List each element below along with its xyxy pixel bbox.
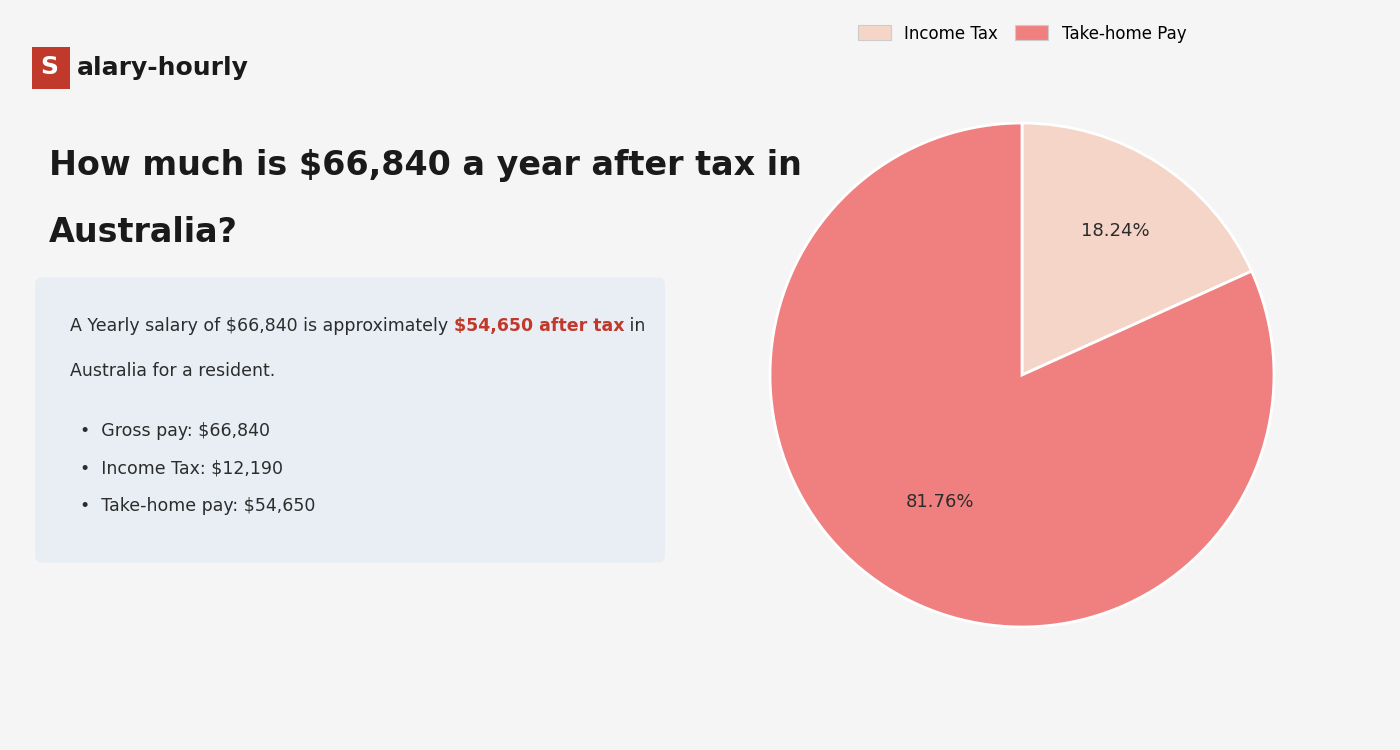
- Text: $54,650 after tax: $54,650 after tax: [454, 317, 624, 335]
- Text: S: S: [41, 56, 57, 80]
- Text: How much is $66,840 a year after tax in: How much is $66,840 a year after tax in: [49, 148, 802, 182]
- Wedge shape: [1022, 123, 1252, 375]
- Text: Australia for a resident.: Australia for a resident.: [70, 362, 276, 380]
- Text: Australia?: Australia?: [49, 216, 238, 249]
- Text: •  Take-home pay: $54,650: • Take-home pay: $54,650: [81, 497, 316, 515]
- FancyBboxPatch shape: [32, 46, 70, 88]
- Text: 18.24%: 18.24%: [1081, 222, 1149, 240]
- Text: •  Income Tax: $12,190: • Income Tax: $12,190: [81, 460, 283, 478]
- Text: A Yearly salary of $66,840 is approximately: A Yearly salary of $66,840 is approximat…: [70, 317, 454, 335]
- Text: 81.76%: 81.76%: [906, 493, 974, 511]
- Legend: Income Tax, Take-home Pay: Income Tax, Take-home Pay: [851, 18, 1193, 50]
- FancyBboxPatch shape: [35, 278, 665, 562]
- Text: alary-hourly: alary-hourly: [77, 56, 249, 80]
- Wedge shape: [770, 123, 1274, 627]
- Text: in: in: [624, 317, 645, 335]
- Text: •  Gross pay: $66,840: • Gross pay: $66,840: [81, 422, 270, 440]
